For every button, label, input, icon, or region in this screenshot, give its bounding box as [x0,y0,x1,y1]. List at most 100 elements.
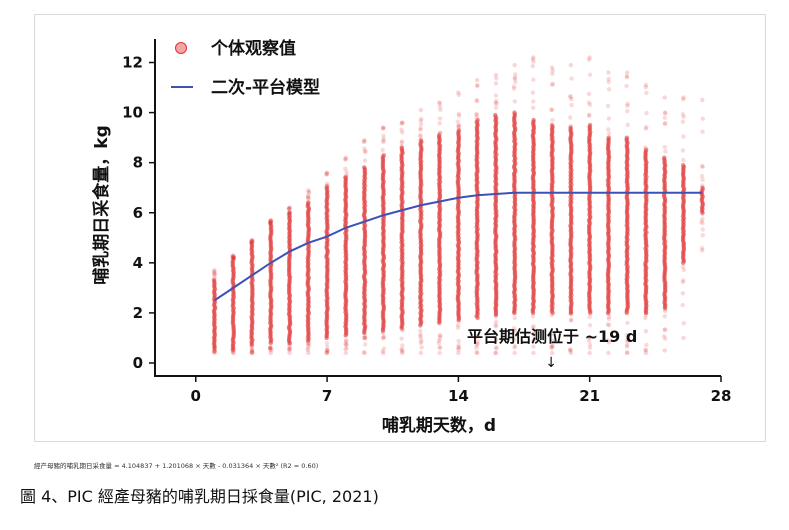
data-point [437,350,442,356]
data-point [550,331,555,336]
data-point [549,345,554,350]
data-point [475,333,481,338]
data-point [418,332,423,337]
data-point [399,140,404,146]
data-point [230,347,235,353]
data-point [268,219,274,224]
data-point [700,97,705,103]
data-point [475,83,480,88]
data-point [456,342,461,348]
data-point [567,115,573,120]
data-point [680,162,686,168]
data-point [587,334,593,340]
data-point [268,218,273,223]
data-point [306,188,311,193]
y-axis-label: 哺乳期日采食量，kg [91,125,112,284]
data-point [287,347,292,353]
data-point [324,348,330,353]
data-point [700,227,705,232]
data-point [324,350,330,356]
data-point [399,121,404,126]
tick-labels: 0 2 4 6 8 10 12 0 7 14 21 28 [122,54,731,405]
data-point [550,343,555,349]
data-point [568,123,573,129]
data-point [662,348,667,353]
data-point [512,343,518,349]
data-point [605,103,611,109]
data-point [268,350,273,356]
data-point [363,342,368,347]
plateau-annotation: 平台期估测位于 ~19 d [467,327,637,346]
data-point [606,70,611,75]
data-point [287,210,292,215]
data-point [399,347,405,353]
data-point [605,322,611,327]
data-point [230,253,235,258]
data-point [344,173,349,178]
data-point [231,253,236,258]
data-point [456,113,462,118]
data-point [306,196,311,201]
data-point [287,210,292,215]
data-point [212,348,217,354]
data-point [381,138,386,143]
data-point [343,350,349,356]
data-point [699,183,705,188]
data-point [624,74,629,79]
data-point [493,319,499,325]
data-point [362,158,368,163]
data-point [380,349,385,354]
data-point [286,206,292,212]
y-tick-label: 2 [133,304,143,322]
data-point [436,338,442,343]
data-point [587,102,593,107]
data-point [587,314,592,320]
axes [154,39,721,377]
data-point [474,342,480,347]
data-point [418,107,424,113]
data-point [287,350,292,356]
data-point [381,125,386,130]
data-point [587,122,593,128]
data-point [700,185,705,190]
data-point [700,248,705,253]
data-point [437,100,442,105]
data-point [512,345,517,350]
data-point [287,346,292,352]
data-point [568,347,573,353]
data-point [249,238,255,243]
data-point [531,99,536,104]
data-point [400,349,405,354]
data-point [530,105,536,110]
data-point [381,152,386,158]
data-point [568,350,574,356]
data-point [456,124,461,129]
data-point [513,79,518,84]
data-point [662,115,667,121]
data-point [306,190,311,195]
data-point [380,336,386,341]
data-point [550,117,555,123]
x-tick-label: 28 [711,387,732,405]
data-point [286,206,292,212]
data-point [662,327,667,333]
data-point [436,132,442,138]
data-point [305,341,311,346]
data-point [344,174,349,179]
data-point [681,157,686,163]
data-point [644,146,649,152]
data-point [662,144,667,150]
data-point [474,334,479,340]
data-point [381,335,386,340]
data-point [493,81,499,86]
data-point [531,324,536,329]
data-point [549,107,555,112]
data-point [267,345,273,350]
data-point [455,322,461,328]
data-point [381,350,386,356]
data-point [700,233,705,238]
data-point [212,270,217,275]
data-point [456,111,461,117]
data-point [512,62,517,68]
data-point [569,311,574,316]
